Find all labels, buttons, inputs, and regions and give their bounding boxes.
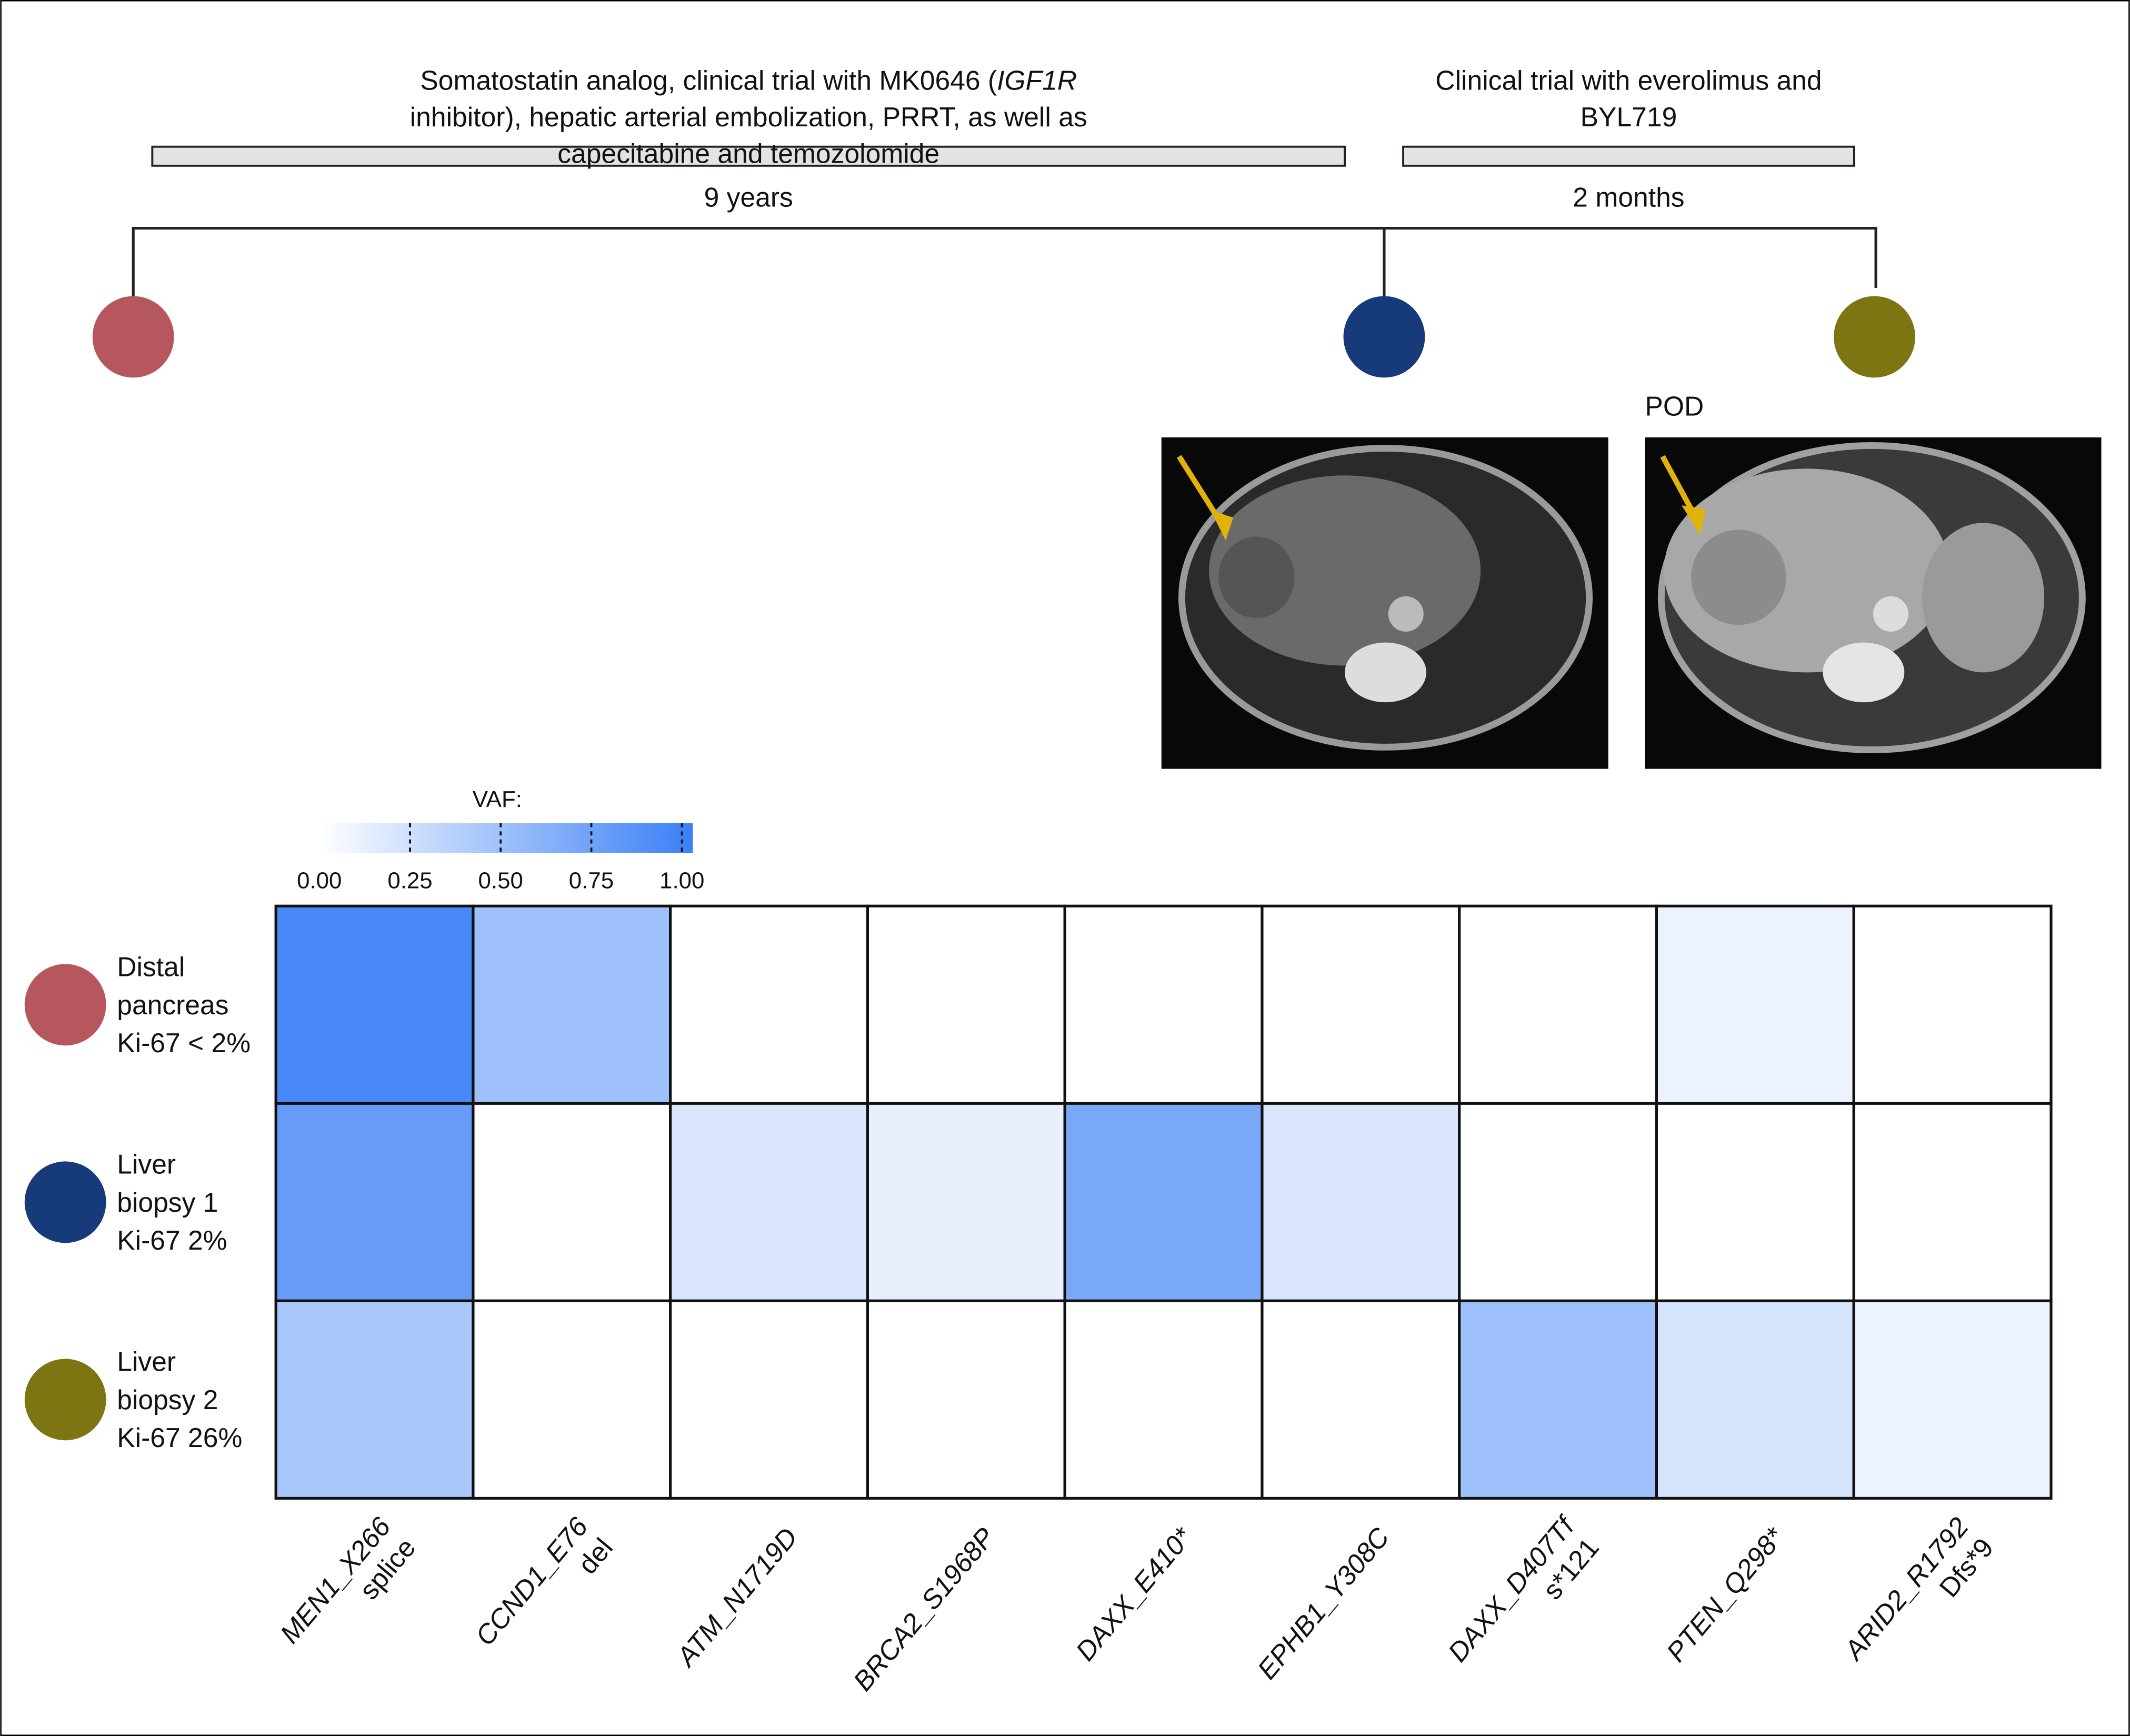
row-label: Ki-67 2%	[117, 1225, 227, 1255]
heatmap-cell	[1655, 904, 1855, 1105]
therapy-bar	[151, 145, 1346, 167]
therapy-bar	[1402, 145, 1855, 167]
heatmap-cell	[274, 904, 475, 1105]
row-label: Distal	[117, 952, 185, 982]
colorbar-tick-label: 1.00	[659, 868, 704, 894]
colorbar-tick-label: 0.00	[297, 868, 342, 894]
heatmap-cell	[1458, 1102, 1658, 1302]
heatmap-cell	[1261, 1299, 1461, 1500]
therapy-text-part: IGF1R	[997, 65, 1077, 95]
row-label: Ki-67 26%	[117, 1422, 242, 1453]
therapy-text: BYL719	[1581, 102, 1677, 132]
heatmap-cell	[1852, 904, 2053, 1105]
timepoint	[1834, 296, 1915, 378]
heatmap-cell	[472, 1102, 672, 1302]
heatmap-cell	[1655, 1102, 1855, 1302]
therapy-text-part: capecitabine and temozolomide	[557, 138, 939, 169]
row-label: biopsy 2	[117, 1384, 218, 1415]
heatmap-cell	[1458, 904, 1658, 1105]
heatmap-cell	[866, 1102, 1066, 1302]
heatmap-cell	[669, 1102, 869, 1302]
therapy-text: Clinical trial with everolimus and	[1435, 65, 1822, 95]
heatmap-cell	[866, 1299, 1066, 1500]
therapy-text: capecitabine and temozolomide	[557, 138, 939, 169]
therapy-text-part: Somatostatin analog, clinical trial with…	[420, 65, 997, 95]
timepoint	[92, 296, 174, 378]
colorbar-title: VAF:	[473, 786, 522, 812]
therapy-text: Somatostatin analog, clinical trial with…	[420, 65, 1077, 95]
heatmap-cell	[1458, 1299, 1658, 1500]
legend-marker	[24, 1359, 106, 1441]
heatmap-cell	[472, 1299, 672, 1500]
heatmap-cell	[472, 904, 672, 1105]
row-label: Ki-67 < 2%	[117, 1027, 251, 1058]
timepoint	[1343, 296, 1425, 378]
heatmap-cell	[1261, 1102, 1461, 1302]
heatmap-cell	[274, 1299, 475, 1500]
row-label: biopsy 1	[117, 1187, 218, 1218]
heatmap-cell	[1063, 904, 1264, 1105]
timeline-bracket	[132, 226, 1877, 299]
colorbar-tick-label: 0.75	[569, 868, 614, 894]
therapy-text: inhibitor), hepatic arterial embolizatio…	[410, 102, 1087, 132]
heatmap-cell	[1261, 904, 1461, 1105]
ct-scan	[1161, 437, 1608, 769]
image-label: POD	[1645, 391, 1704, 422]
legend-marker	[24, 1161, 106, 1243]
colorbar-tick-label: 0.50	[478, 868, 523, 894]
row-label: pancreas	[117, 990, 228, 1020]
therapy-text-part: inhibitor), hepatic arterial embolizatio…	[410, 102, 1087, 132]
heatmap-cell	[669, 904, 869, 1105]
colorbar-tick-label: 0.25	[387, 868, 432, 894]
heatmap-cell	[1852, 1102, 2053, 1302]
heatmap-cell	[274, 1102, 475, 1302]
duration: 9 years	[704, 182, 793, 212]
duration: 2 months	[1573, 182, 1684, 212]
heatmap-cell	[669, 1299, 869, 1500]
row-label: Liver	[117, 1346, 176, 1377]
ct-scan	[1645, 437, 2102, 769]
heatmap-cell	[1063, 1102, 1264, 1302]
heatmap-cell	[1852, 1299, 2053, 1500]
colorbar	[319, 823, 693, 853]
row-label: Liver	[117, 1149, 176, 1180]
heatmap-cell	[1063, 1299, 1264, 1500]
legend-marker	[24, 964, 106, 1046]
heatmap-cell	[866, 904, 1066, 1105]
heatmap-cell	[1655, 1299, 1855, 1500]
